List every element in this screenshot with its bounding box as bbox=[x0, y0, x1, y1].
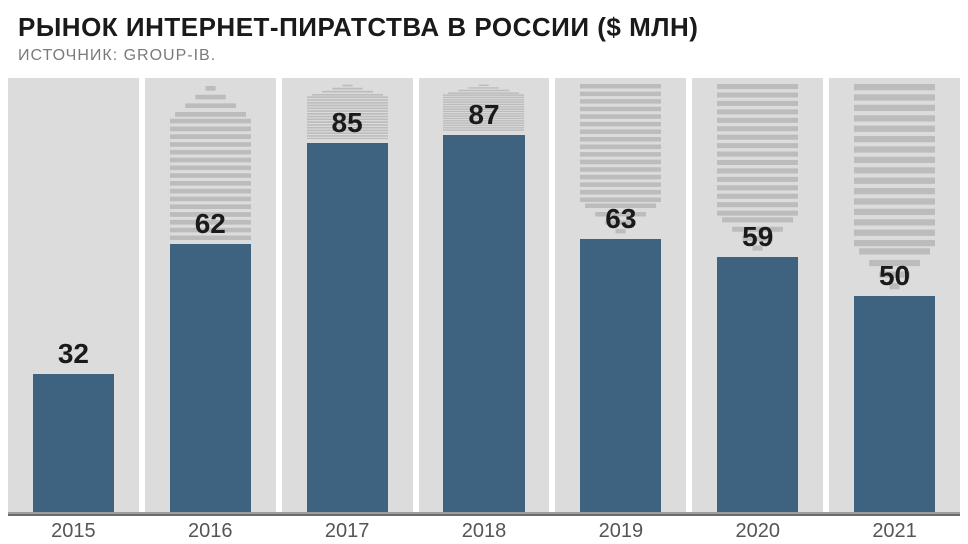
bar bbox=[443, 135, 524, 514]
value-label: 63 bbox=[555, 203, 686, 235]
bar bbox=[170, 244, 251, 514]
x-axis-label: 2020 bbox=[692, 520, 823, 543]
x-axis-label: 2021 bbox=[829, 520, 960, 543]
plot-region: 32 62 8587 635950 bbox=[8, 78, 960, 514]
bar bbox=[580, 239, 661, 514]
chart-column: 87 bbox=[419, 78, 550, 514]
x-axis: 2015 2016 2017 20182019 2020 2021 bbox=[8, 514, 960, 544]
chart-title: РЫНОК ИНТЕРНЕТ-ПИРАТСТВА В РОССИИ ($ МЛН… bbox=[18, 12, 950, 43]
x-axis-label: 2017 bbox=[282, 520, 413, 543]
x-axis-label: 2015 bbox=[8, 520, 139, 543]
x-axis-label: 2016 bbox=[145, 520, 276, 543]
bar bbox=[307, 143, 388, 514]
bar bbox=[854, 296, 935, 514]
chart-column: 59 bbox=[692, 78, 823, 514]
bar bbox=[33, 374, 114, 514]
chart-container: РЫНОК ИНТЕРНЕТ-ПИРАТСТВА В РОССИИ ($ МЛН… bbox=[0, 0, 968, 544]
bar bbox=[717, 257, 798, 514]
header: РЫНОК ИНТЕРНЕТ-ПИРАТСТВА В РОССИИ ($ МЛН… bbox=[0, 0, 968, 69]
chart-area: 32628587635950 2015201620172018201920202… bbox=[0, 78, 968, 544]
value-label: 32 bbox=[8, 338, 139, 370]
value-label: 85 bbox=[282, 107, 413, 139]
x-axis-label: 2018 bbox=[419, 520, 550, 543]
chart-column: 85 bbox=[282, 78, 413, 514]
chart-column: 32 bbox=[8, 78, 139, 514]
value-label: 87 bbox=[419, 99, 550, 131]
chart-column: 62 bbox=[145, 78, 276, 514]
value-label: 50 bbox=[829, 260, 960, 292]
chart-column: 50 bbox=[829, 78, 960, 514]
value-label: 59 bbox=[692, 221, 823, 253]
chart-column: 63 bbox=[555, 78, 686, 514]
x-axis-label: 2019 bbox=[555, 520, 686, 543]
value-label: 62 bbox=[145, 208, 276, 240]
chart-source: ИСТОЧНИК: GROUP-IB. bbox=[18, 47, 950, 65]
